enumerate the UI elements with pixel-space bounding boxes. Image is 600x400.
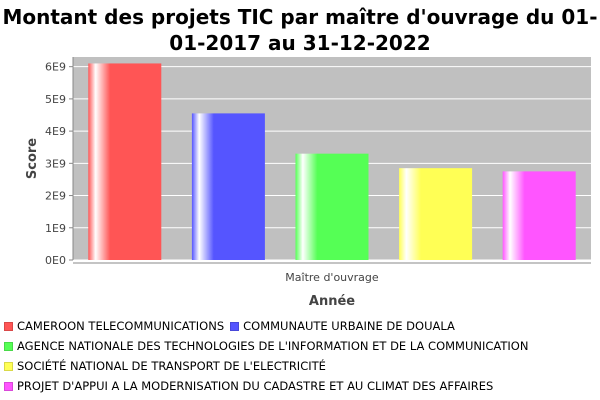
y-tick-label: 1E9	[45, 222, 66, 235]
legend-swatch	[4, 321, 13, 331]
bar-group	[88, 63, 576, 260]
bar	[191, 113, 265, 260]
x-axis: Maître d'ouvrage Année	[285, 271, 379, 309]
legend-row: PROJET D'APPUI A LA MODERNISATION DU CAD…	[4, 376, 596, 396]
bar	[502, 171, 576, 260]
x-axis-label: Année	[309, 294, 355, 309]
y-tick-label: 2E9	[45, 190, 66, 203]
legend-swatch	[4, 381, 13, 391]
legend-swatch	[4, 341, 13, 351]
legend-label: CAMEROON TELECOMMUNICATIONS	[17, 319, 225, 333]
y-axis-label: Score	[25, 138, 40, 179]
legend-entry: PROJET D'APPUI A LA MODERNISATION DU CAD…	[4, 379, 493, 393]
legend: CAMEROON TELECOMMUNICATIONS COMMUNAUTE U…	[4, 316, 596, 396]
legend-row: AGENCE NATIONALE DES TECHNOLOGIES DE L'I…	[4, 336, 596, 356]
legend-entry: CAMEROON TELECOMMUNICATIONS	[4, 319, 224, 333]
y-tick-label: 4E9	[45, 125, 66, 138]
y-tick-label: 5E9	[45, 93, 66, 106]
legend-row: SOCIÉTÉ NATIONAL DE TRANSPORT DE L'ELECT…	[4, 356, 596, 376]
legend-entry: AGENCE NATIONALE DES TECHNOLOGIES DE L'I…	[4, 339, 528, 353]
bar	[88, 63, 162, 260]
legend-row: CAMEROON TELECOMMUNICATIONS COMMUNAUTE U…	[4, 316, 596, 336]
y-tick-label: 6E9	[45, 61, 66, 74]
legend-entry: SOCIÉTÉ NATIONAL DE TRANSPORT DE L'ELECT…	[4, 359, 326, 373]
y-axis: 0E0 1E9 2E9 3E9 4E9 5E9 6E9	[45, 57, 591, 267]
legend-swatch	[4, 361, 13, 371]
chart-title: Montant des projets TIC par maître d'ouv…	[2, 5, 598, 55]
legend-entry: COMMUNAUTE URBAINE DE DOUALA	[230, 319, 455, 333]
y-tick-label: 0E0	[45, 254, 66, 267]
legend-swatch	[230, 321, 240, 331]
x-tick-label: Maître d'ouvrage	[285, 271, 379, 284]
legend-label: SOCIÉTÉ NATIONAL DE TRANSPORT DE L'ELECT…	[17, 359, 326, 373]
bar	[399, 168, 473, 260]
bar	[295, 153, 369, 260]
bar-chart: 0E0 1E9 2E9 3E9 4E9 5E9 6E9 Maître d'ouvrage A…	[25, 57, 591, 309]
y-tick-label: 3E9	[45, 157, 66, 170]
legend-label: COMMUNAUTE URBAINE DE DOUALA	[243, 319, 455, 333]
legend-label: PROJET D'APPUI A LA MODERNISATION DU CAD…	[17, 379, 494, 393]
legend-label: AGENCE NATIONALE DES TECHNOLOGIES DE L'I…	[17, 339, 529, 353]
